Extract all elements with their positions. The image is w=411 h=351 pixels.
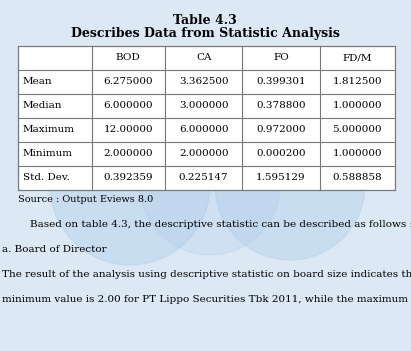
Text: 0.000200: 0.000200 [256, 150, 306, 159]
Text: 0.588858: 0.588858 [332, 173, 382, 183]
Text: 0.399301: 0.399301 [256, 78, 306, 86]
Text: 3.362500: 3.362500 [179, 78, 229, 86]
Text: 12.00000: 12.00000 [104, 126, 153, 134]
Text: BOD: BOD [116, 53, 141, 62]
Text: 3.000000: 3.000000 [179, 101, 229, 111]
Text: 0.225147: 0.225147 [179, 173, 229, 183]
Text: 6.000000: 6.000000 [179, 126, 229, 134]
Text: a. Board of Director: a. Board of Director [2, 245, 106, 254]
Text: 0.972000: 0.972000 [256, 126, 306, 134]
Text: 1.595129: 1.595129 [256, 173, 306, 183]
Circle shape [215, 110, 365, 260]
Text: FD/M: FD/M [342, 53, 372, 62]
Text: 0.392359: 0.392359 [104, 173, 153, 183]
Text: 0.378800: 0.378800 [256, 101, 306, 111]
Text: 6.000000: 6.000000 [104, 101, 153, 111]
Text: minimum value is 2.00 for PT Lippo Securities Tbk 2011, while the maximum velue: minimum value is 2.00 for PT Lippo Secur… [2, 295, 411, 304]
Text: 1.812500: 1.812500 [332, 78, 382, 86]
Text: 1.000000: 1.000000 [332, 150, 382, 159]
Text: Maximum: Maximum [23, 126, 75, 134]
Text: Std. Dev.: Std. Dev. [23, 173, 70, 183]
Text: Minimum: Minimum [23, 150, 73, 159]
Text: Describes Data from Statistic Analysis: Describes Data from Statistic Analysis [71, 27, 339, 40]
Circle shape [175, 85, 245, 155]
Text: Table 4.3: Table 4.3 [173, 14, 237, 27]
Text: The result of the analysis using descriptive statistic on board size indicates t: The result of the analysis using descrip… [2, 270, 411, 279]
Text: Median: Median [23, 101, 62, 111]
Circle shape [140, 115, 280, 255]
Text: FO: FO [273, 53, 289, 62]
Text: 2.000000: 2.000000 [104, 150, 153, 159]
Text: 6.275000: 6.275000 [104, 78, 153, 86]
Text: CA: CA [196, 53, 211, 62]
Text: 5.000000: 5.000000 [332, 126, 382, 134]
Bar [18, 46, 395, 190]
Text: Mean: Mean [23, 78, 53, 86]
Text: 1.000000: 1.000000 [332, 101, 382, 111]
Text: 2.000000: 2.000000 [179, 150, 229, 159]
Text: Based on table 4.3, the descriptive statistic can be described as follows :: Based on table 4.3, the descriptive stat… [30, 220, 411, 229]
Text: Source : Output Eviews 8.0: Source : Output Eviews 8.0 [18, 195, 153, 204]
Circle shape [50, 105, 210, 265]
